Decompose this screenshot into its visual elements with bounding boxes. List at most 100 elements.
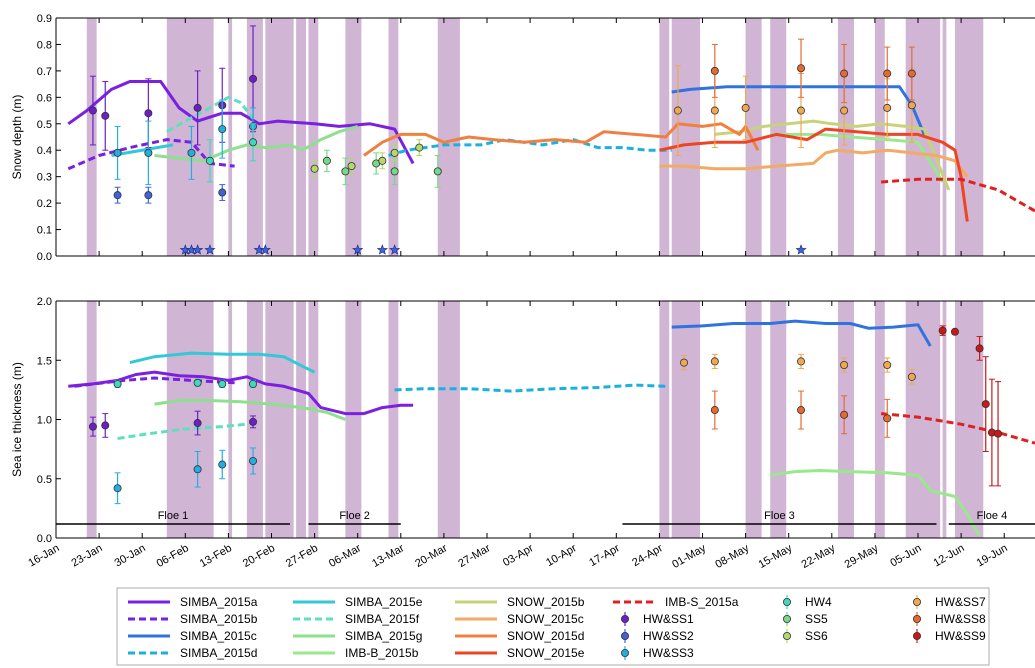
point-hw-ss7 bbox=[840, 360, 849, 369]
point-hw-ss8 bbox=[710, 406, 719, 415]
storm-band bbox=[671, 301, 701, 538]
y-tick-label: 0.3 bbox=[37, 172, 52, 184]
series-simba-2015g bbox=[154, 399, 346, 421]
series-simba-2015f bbox=[166, 95, 255, 134]
x-tick-label: 27-Feb bbox=[284, 542, 320, 570]
legend-item-ss5: SS5 bbox=[783, 612, 828, 626]
series-imb-b-2015b bbox=[770, 132, 944, 183]
x-tick-label: 23-Jan bbox=[69, 542, 104, 569]
legend-swatch bbox=[913, 615, 922, 624]
legend-swatch bbox=[913, 632, 922, 641]
storm-band bbox=[265, 301, 294, 538]
legend-item-simba-2015c: SIMBA_2015c bbox=[128, 629, 257, 643]
series-snow-2015e bbox=[659, 127, 969, 222]
storm-band bbox=[437, 18, 460, 256]
y-axis-label: Sea ice thickness (m) bbox=[10, 362, 24, 477]
y-tick-label: 0.5 bbox=[37, 474, 52, 486]
point-ss6 bbox=[310, 164, 319, 173]
storm-band bbox=[671, 18, 701, 256]
storm-band bbox=[874, 18, 885, 256]
x-tick-label: 20-Mar bbox=[413, 542, 449, 570]
point-hw-ss9 bbox=[950, 327, 959, 336]
y-axis-label: Snow depth (m) bbox=[10, 95, 24, 180]
legend-label: SNOW_2015e bbox=[507, 646, 585, 660]
plot-area bbox=[67, 25, 1035, 222]
point-hw-ss1 bbox=[249, 74, 258, 83]
point-hw-ss7 bbox=[907, 372, 916, 381]
legend-item-simba-2015a: SIMBA_2015a bbox=[128, 595, 258, 609]
legend-item-simba-2015e: SIMBA_2015e bbox=[293, 595, 423, 609]
legend-swatch bbox=[783, 615, 792, 624]
legend-label: HW&SS2 bbox=[643, 629, 694, 643]
series-simba-2015e bbox=[111, 143, 174, 157]
y-tick-label: 1.0 bbox=[37, 415, 52, 427]
storm-band bbox=[954, 18, 984, 256]
floe-label: Floe 4 bbox=[977, 510, 1008, 522]
star-marker bbox=[352, 244, 364, 255]
x-tick-label: 13-Mar bbox=[370, 542, 406, 570]
point-hw-ss8 bbox=[883, 69, 892, 78]
star-marker bbox=[259, 244, 271, 255]
y-tick-label: 2.0 bbox=[37, 296, 52, 308]
legend-box bbox=[116, 587, 990, 666]
storm-band bbox=[770, 301, 787, 538]
storm-band bbox=[745, 18, 762, 256]
legend-item-hw-ss2: HW&SS2 bbox=[621, 629, 694, 643]
point-hw-ss1 bbox=[88, 422, 97, 431]
point-hw-ss9 bbox=[938, 326, 947, 335]
y-tick-label: 0.7 bbox=[37, 66, 52, 78]
series-imb-b-2015b bbox=[769, 469, 981, 537]
legend-item-snow-2015d: SNOW_2015d bbox=[455, 629, 584, 643]
point-hw4 bbox=[205, 156, 214, 165]
legend-item-hw-ss3: HW&SS3 bbox=[621, 646, 694, 660]
series-simba-2015a bbox=[67, 80, 415, 165]
x-tick-label: 12-Jun bbox=[931, 542, 966, 569]
storm-band bbox=[166, 301, 214, 538]
point-hw-ss1 bbox=[193, 103, 202, 112]
point-hw-ss1 bbox=[193, 419, 202, 428]
legend-label: HW&SS1 bbox=[643, 612, 694, 626]
legend-item-simba-2015b: SIMBA_2015b bbox=[128, 612, 258, 626]
x-tick-label: 30-Jan bbox=[113, 542, 148, 569]
point-hw-ss1 bbox=[101, 111, 110, 120]
series-snow-2015d bbox=[363, 122, 760, 157]
storm-band bbox=[86, 301, 97, 538]
y-tick-label: 0.0 bbox=[37, 533, 52, 545]
storm-band bbox=[837, 301, 854, 538]
storm-band bbox=[770, 18, 787, 256]
floe-label: Floe 1 bbox=[158, 510, 189, 522]
x-tick-label: 06-Mar bbox=[327, 542, 363, 570]
point-hw-ss7 bbox=[710, 106, 719, 115]
x-tick-label: 01-May bbox=[670, 542, 708, 571]
legend-swatch bbox=[783, 598, 792, 607]
point-hw-ss9 bbox=[981, 400, 990, 409]
plot-area bbox=[68, 319, 1035, 537]
legend-label: SIMBA_2015g bbox=[345, 629, 422, 643]
storm-band bbox=[659, 301, 670, 538]
legend-label: SNOW_2015b bbox=[507, 595, 585, 609]
point-hw-ss8 bbox=[907, 69, 916, 78]
point-hw-ss3 bbox=[193, 465, 202, 474]
legend-item-simba-2015f: SIMBA_2015f bbox=[293, 612, 420, 626]
point-ss5 bbox=[433, 167, 442, 176]
legend-label: IMB-B_2015b bbox=[345, 646, 419, 660]
legend-item-snow-2015c: SNOW_2015c bbox=[455, 612, 584, 626]
storm-band bbox=[296, 18, 306, 256]
storm-band bbox=[308, 301, 319, 538]
point-hw-ss8 bbox=[840, 410, 849, 419]
y-tick-label: 0.4 bbox=[37, 145, 52, 157]
x-tick-label: 27-Mar bbox=[456, 542, 492, 570]
legend-label: HW&SS3 bbox=[643, 646, 694, 660]
y-tick-label: 0.2 bbox=[37, 198, 52, 210]
point-hw-ss8 bbox=[883, 414, 892, 423]
x-tick-label: 19-Jun bbox=[975, 542, 1010, 569]
legend-item-snow-2015b: SNOW_2015b bbox=[455, 595, 585, 609]
x-tick-label: 05-Jun bbox=[888, 542, 923, 569]
y-tick-label: 0.6 bbox=[37, 92, 52, 104]
x-tick-label: 08-May bbox=[713, 542, 751, 571]
storm-band bbox=[265, 18, 294, 256]
storm-band bbox=[905, 301, 941, 538]
legend: SIMBA_2015a SIMBA_2015b SIMBA_2015c SIMBA_2… bbox=[116, 587, 990, 666]
x-tick-label: 03-Apr bbox=[501, 542, 536, 569]
floe-label: Floe 2 bbox=[339, 510, 370, 522]
